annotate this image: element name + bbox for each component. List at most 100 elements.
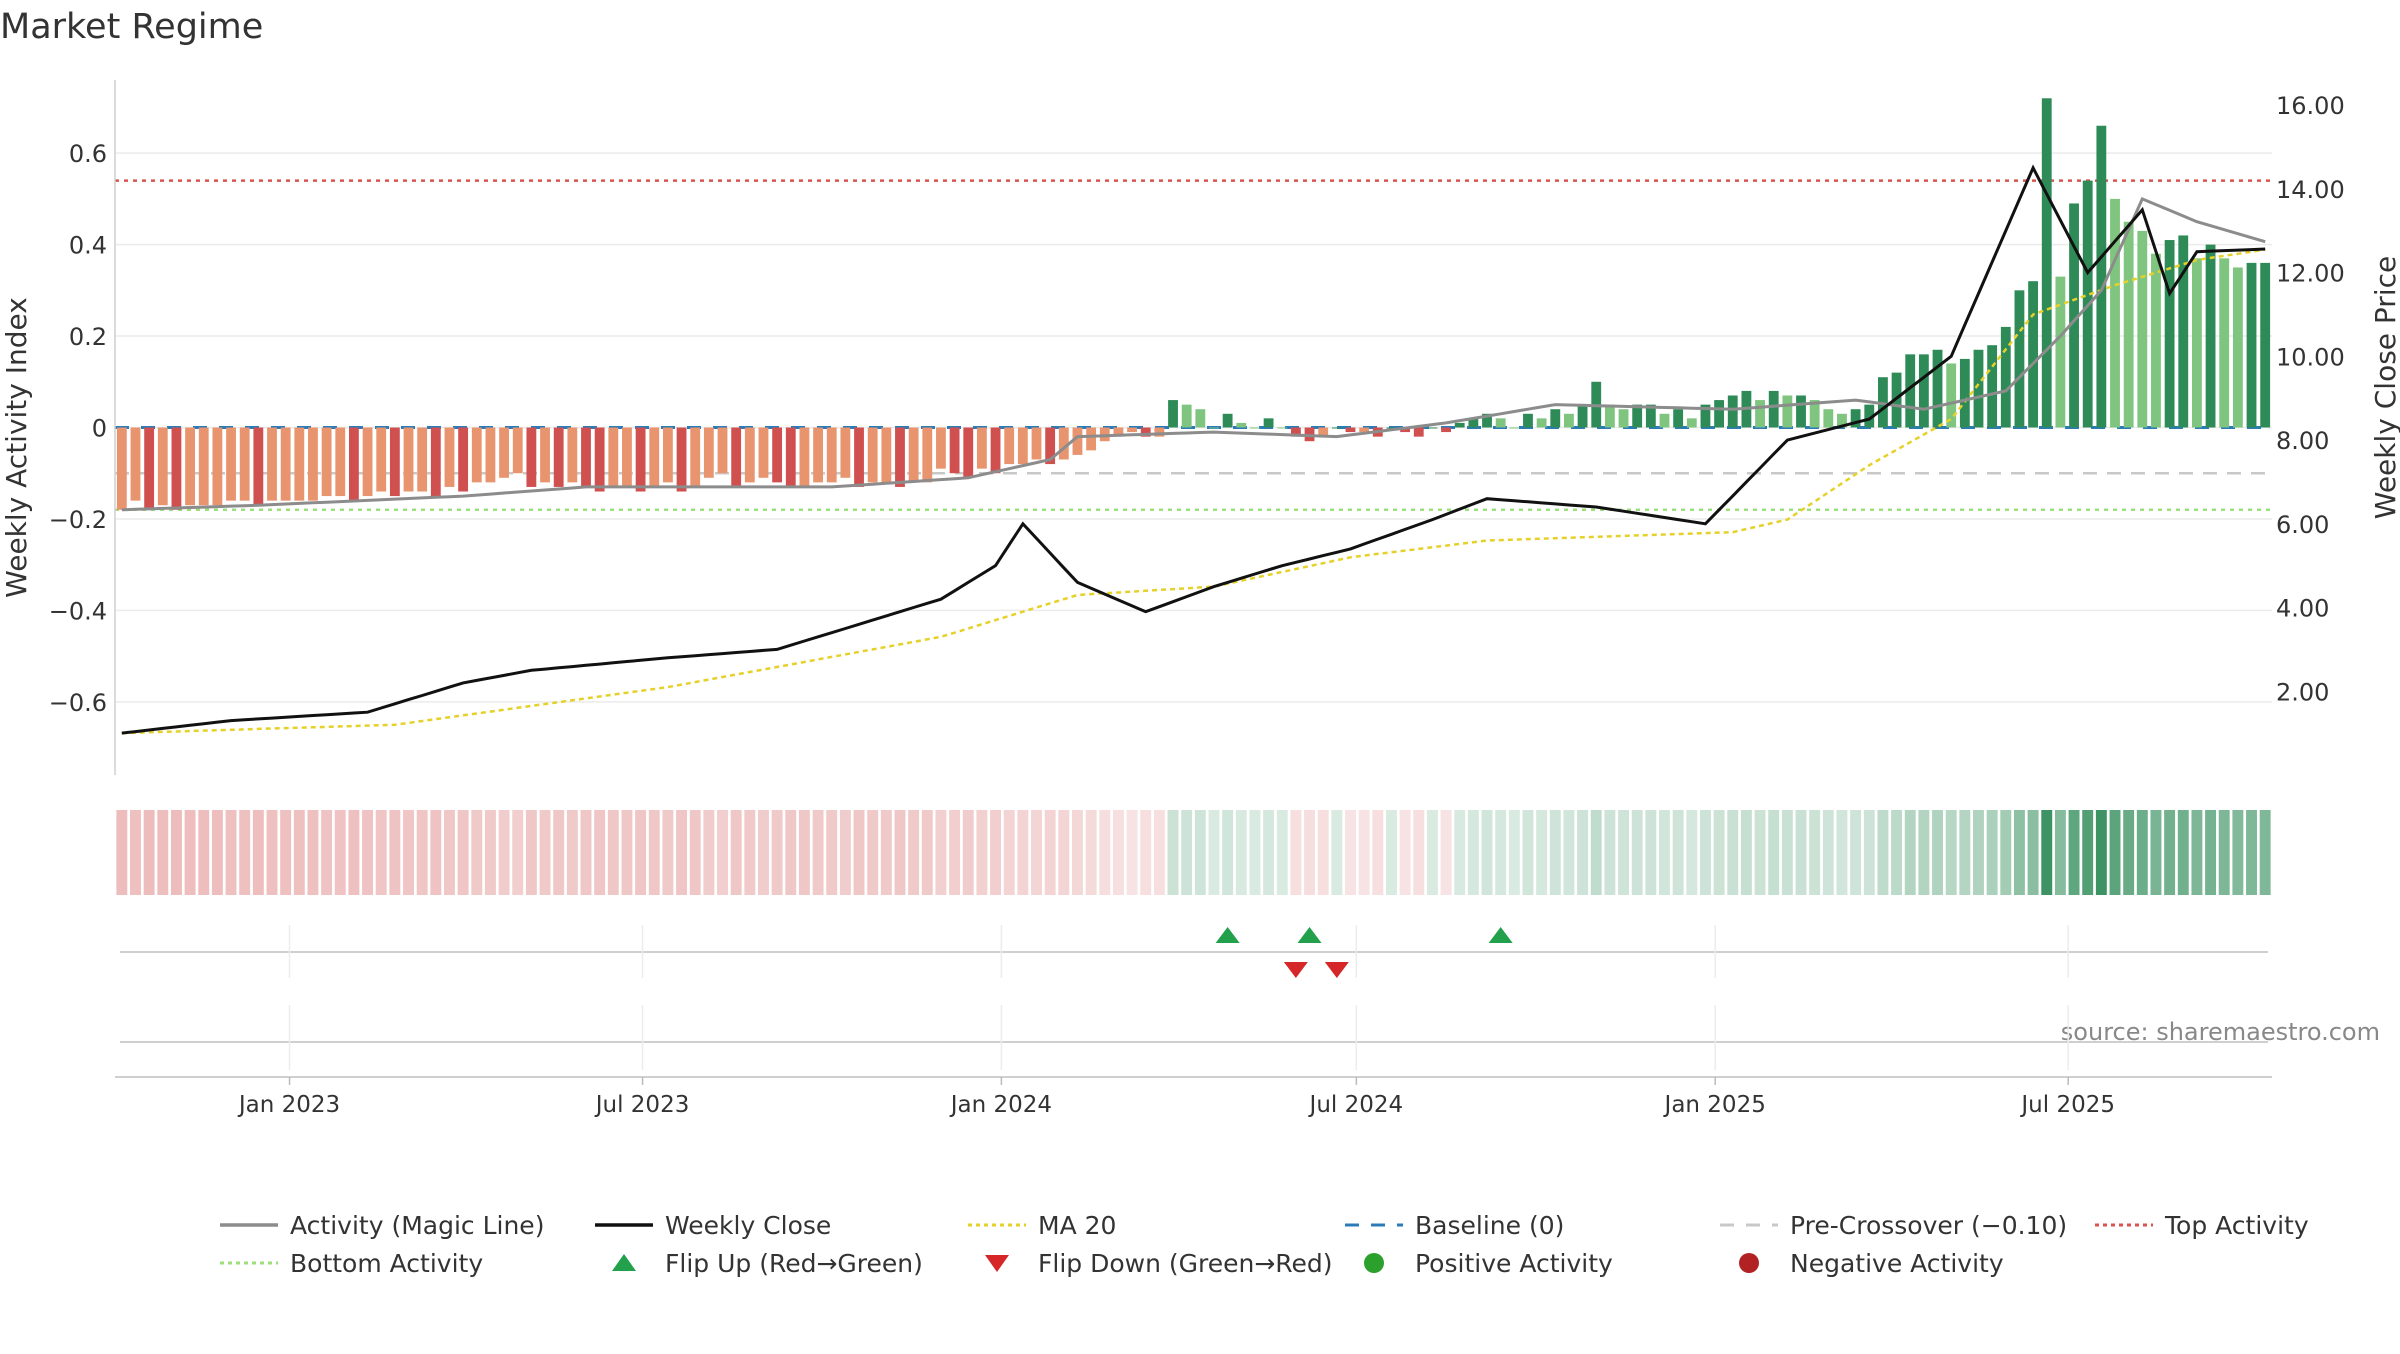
legend-item: Positive Activity [1364,1249,1613,1278]
regime-strip-cell [607,810,619,895]
activity-bar [840,427,851,478]
regime-strip-cell [1044,810,1056,895]
activity-bar [1004,427,1015,465]
y-tick-label-right: 14.00 [2276,176,2345,204]
legend-label: Bottom Activity [290,1249,483,1278]
regime-strip-cell [1058,810,1070,895]
regime-strip-cell [375,810,387,895]
regime-strip-cell [1850,810,1862,895]
y-tick-label-right: 2.00 [2276,678,2329,706]
legend-item: Bottom Activity [220,1249,483,1278]
activity-bar [649,427,660,487]
activity-bar [594,427,605,492]
activity-bar [581,427,591,487]
activity-bar [1318,427,1329,437]
activity-bar [2069,203,2079,428]
regime-strip-cell [1836,810,1848,895]
regime-strip-cell [1973,810,1984,895]
activity-bar [171,427,182,510]
regime-strip-cell [1713,810,1725,895]
regime-strip-cell [1877,810,1889,895]
activity-bar [1209,427,1219,429]
activity-bar [717,427,728,474]
activity-bar [1714,400,1725,428]
regime-strip-cell [2150,810,2162,895]
activity-bar [212,427,223,506]
regime-strip-cell [457,810,469,895]
activity-bar [1523,413,1533,428]
activity-bar [1058,427,1069,460]
flip-up-marker [1215,927,1240,943]
regime-strip-cell [1604,810,1616,895]
regime-strip-cell [908,810,920,895]
activity-bar [389,427,400,497]
regime-strip-cell [1331,810,1343,895]
legend-label: Negative Activity [1790,1249,2004,1278]
activity-bar [1277,427,1288,429]
activity-bar [1564,413,1574,428]
regime-strip-cell [1822,810,1834,895]
activity-bar [267,427,277,501]
activity-bar [1850,409,1861,428]
regime-strip-cell [676,810,688,895]
activity-bar [130,427,141,501]
activity-bar [895,427,905,487]
y-tick-label-left: −0.6 [49,689,107,717]
regime-strip-cell [321,810,333,895]
regime-strip-cell [798,810,810,895]
regime-strip-cell [921,810,933,895]
regime-strip-cell [744,810,756,895]
legend-item: Baseline (0) [1345,1211,1564,1240]
activity-bar [2096,125,2107,428]
regime-strip-cell [348,810,360,895]
activity-bar [2110,198,2120,428]
activity-bar [1796,395,1806,428]
legend-label: Top Activity [2164,1211,2309,1240]
regime-strip-cell [1481,810,1493,895]
activity-bar [1946,363,1957,428]
activity-bar [908,427,919,483]
activity-bar [321,427,332,497]
regime-strip [116,810,2271,895]
regime-strip-cell [1467,810,1479,895]
regime-strip-cell [1085,810,1097,895]
activity-bar [2055,276,2066,428]
regime-strip-cell [662,810,674,895]
activity-bar [936,427,946,469]
activity-bar [1550,409,1561,428]
activity-bar [253,427,264,506]
x-tick-label: Jul 2023 [594,1092,690,1118]
activity-bar [1413,427,1424,437]
regime-strip-cell [1659,810,1670,895]
activity-bar [116,427,127,510]
activity-bar [280,427,291,501]
regime-strip-cell [648,810,660,895]
activity-bar [703,427,714,478]
regime-strip-cell [935,810,947,895]
regime-strip-cell [239,810,251,895]
legend-item: Weekly Close [595,1211,831,1240]
activity-bar [813,427,823,483]
regime-strip-cell [1454,810,1466,895]
activity-bar [1250,427,1260,429]
regime-strip-cell [1304,810,1316,895]
activity-bar [157,427,168,506]
regime-strip-cell [1631,810,1643,895]
activity-bar [2232,267,2243,428]
regime-strip-cell [1031,810,1042,895]
activity-bar [1441,427,1451,433]
legend-label: Weekly Close [665,1211,831,1240]
activity-bar [2219,258,2230,428]
activity-bar [1386,427,1397,429]
activity-bar [512,427,523,474]
regime-strip-cell [1590,810,1602,895]
activity-bar [1154,427,1165,437]
regime-strip-cell [1003,810,1015,895]
regime-strip-cell [525,810,537,895]
regime-strip-cell [1099,810,1111,895]
regime-strip-cell [1563,810,1575,895]
regime-strip-cell [1522,810,1534,895]
activity-bar [1113,427,1124,437]
x-tick-label: Jul 2025 [2019,1092,2115,1118]
